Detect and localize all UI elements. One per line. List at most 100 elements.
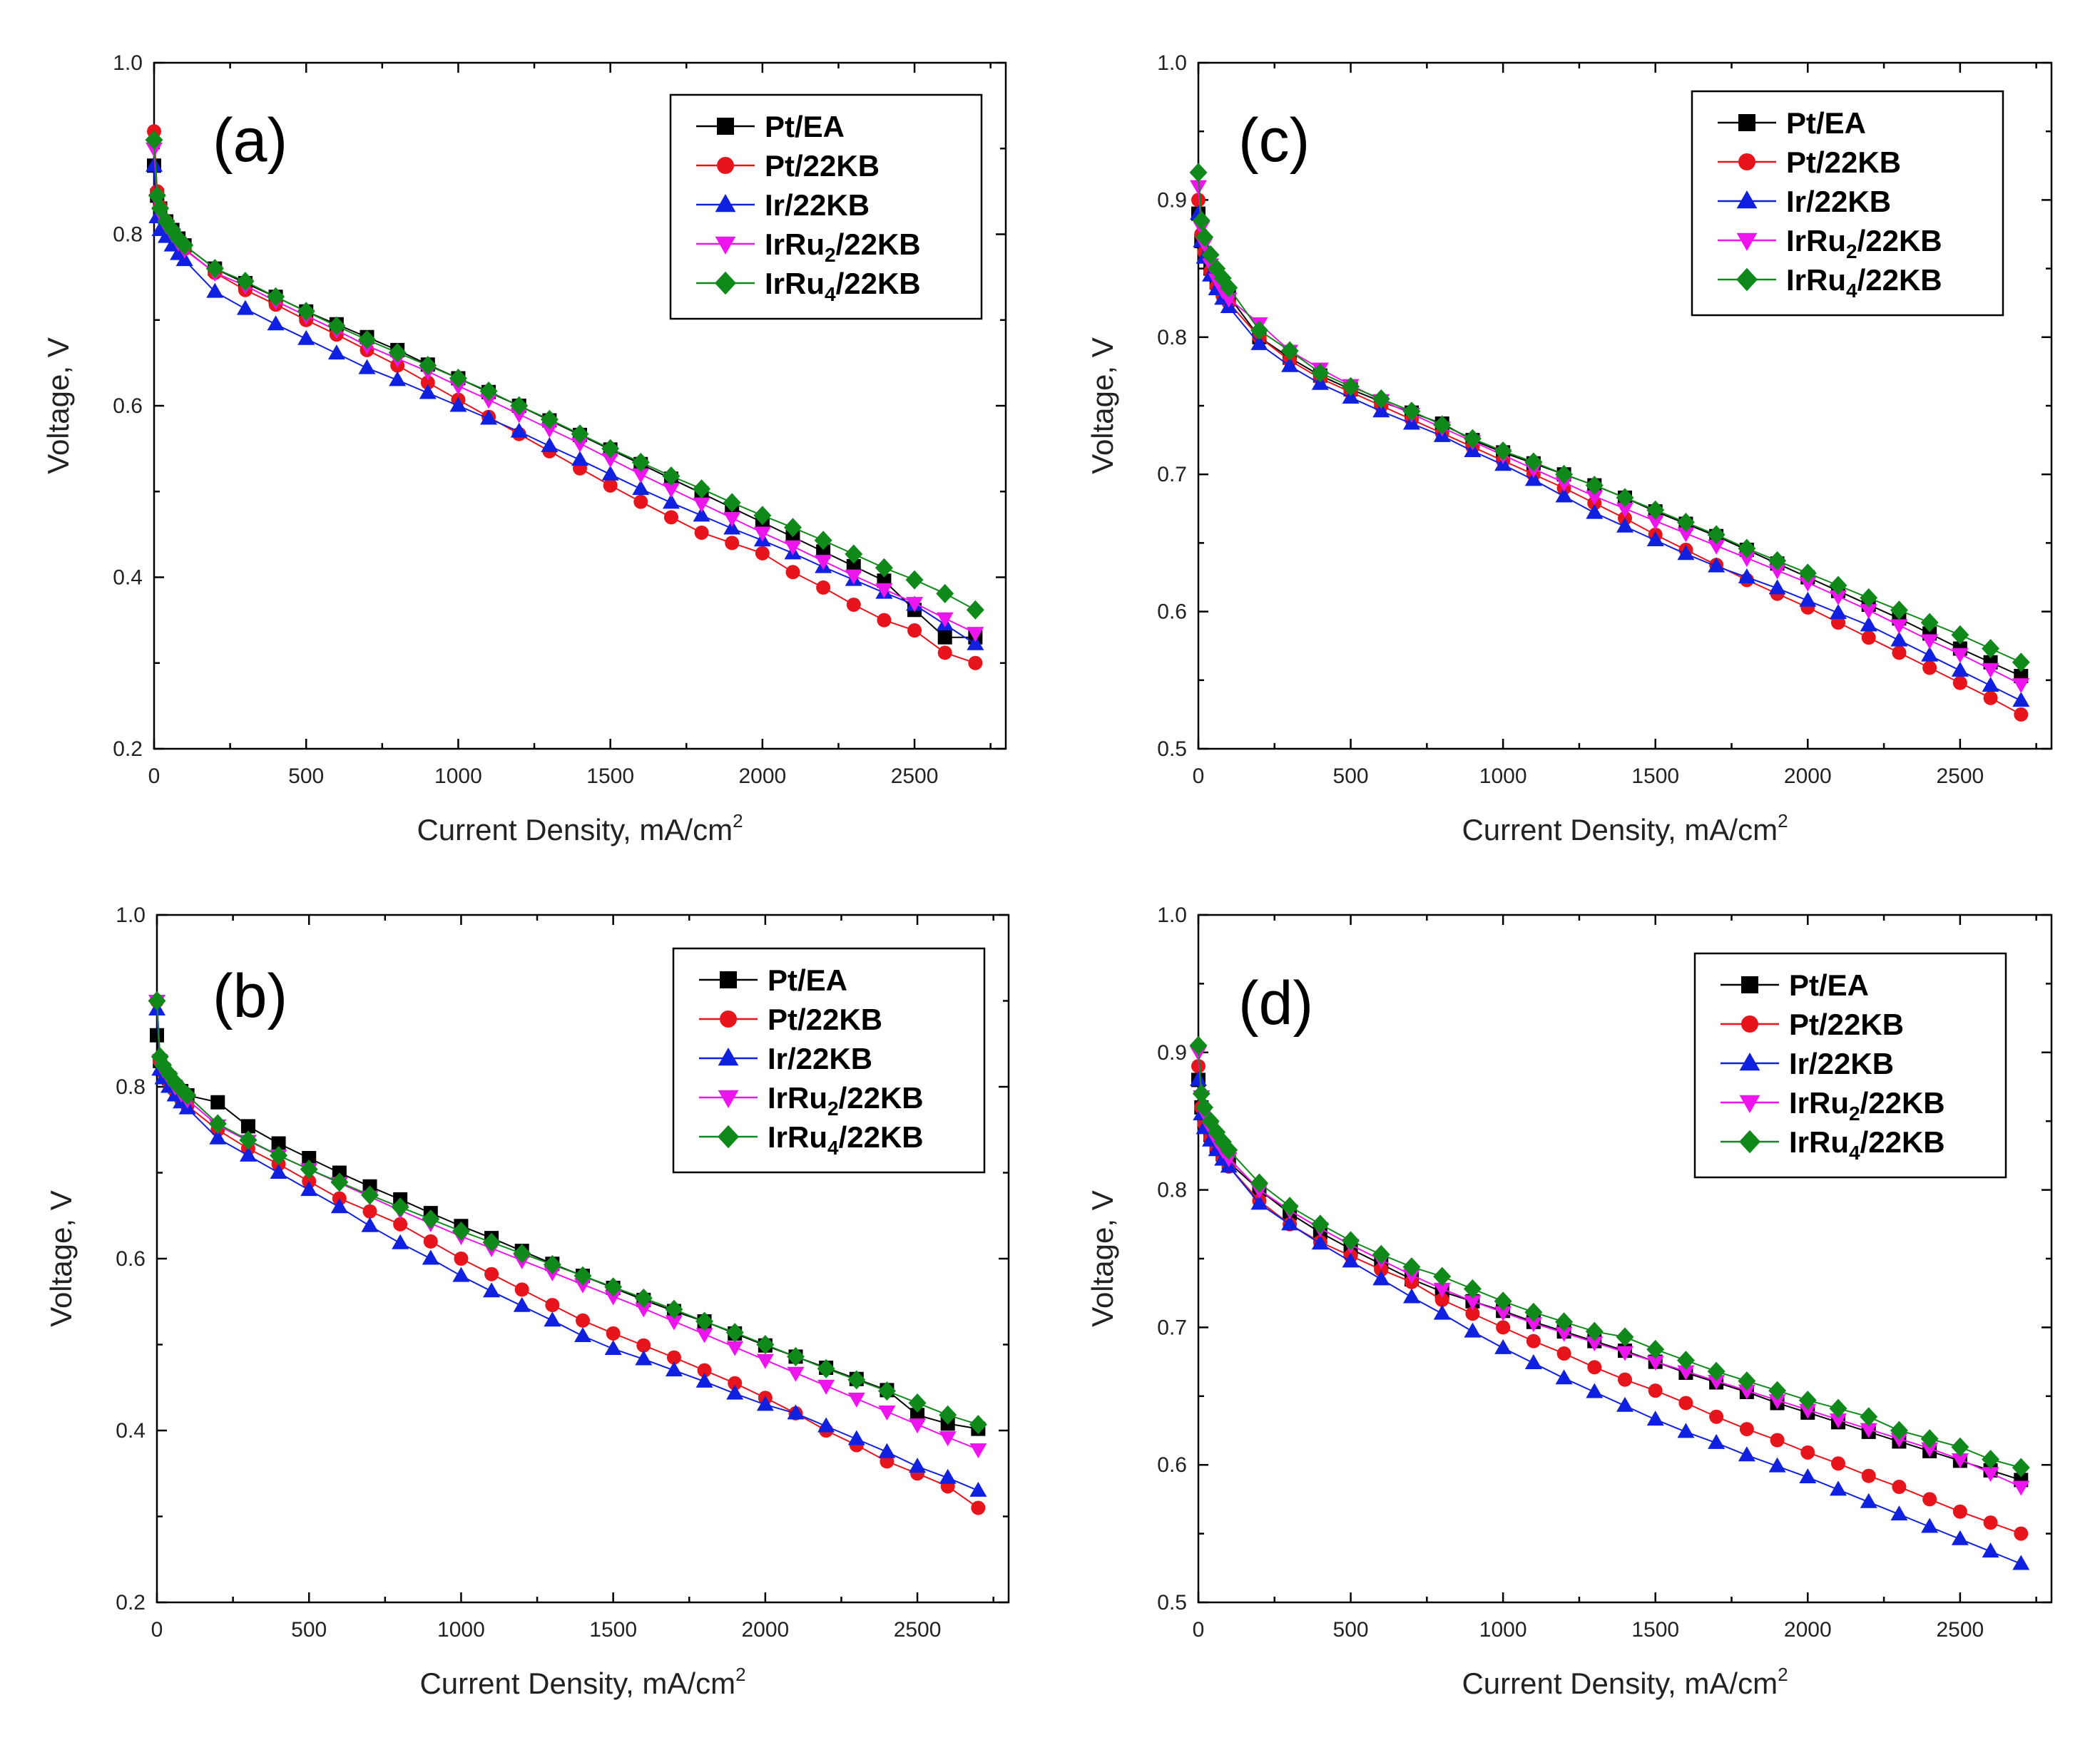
data-point <box>1250 320 1268 340</box>
data-point <box>1799 1468 1817 1484</box>
data-point <box>633 494 648 509</box>
data-point <box>148 991 166 1010</box>
legend-marker <box>1739 1095 1760 1113</box>
data-point <box>1921 1442 1939 1458</box>
legend-label: IrRu4/22KB <box>1789 1125 1945 1164</box>
data-point <box>723 493 741 513</box>
data-point <box>1738 552 1755 568</box>
y-axis-title: Voltage, V <box>1086 1190 1119 1326</box>
y-tick-label: 0.8 <box>113 223 143 247</box>
panel-label: (b) <box>213 962 287 1030</box>
legend-entry: Pt/22KB <box>1718 145 1901 179</box>
x-tick-label: 2000 <box>738 764 786 788</box>
legend-label-subscript: 4 <box>1846 280 1857 302</box>
data-point <box>571 437 588 453</box>
data-point <box>483 1282 501 1298</box>
data-point <box>1494 1306 1512 1321</box>
data-point <box>240 1119 255 1134</box>
data-point <box>1738 1371 1756 1391</box>
data-point <box>358 359 376 374</box>
data-point <box>1798 563 1817 583</box>
data-point <box>327 316 346 336</box>
series-irru4-22kb <box>145 130 984 620</box>
data-point <box>1372 402 1390 418</box>
data-point <box>178 1085 197 1105</box>
data-point <box>787 1404 805 1420</box>
data-point <box>845 569 862 585</box>
data-point <box>2012 1480 2030 1496</box>
legend-label: Pt/22KB <box>768 1003 882 1036</box>
data-point <box>1738 538 1756 558</box>
legend-entry: Pt/22KB <box>699 1003 882 1036</box>
x-tick-label: 0 <box>1193 764 1205 788</box>
data-point <box>236 300 254 315</box>
y-tick-label: 0.8 <box>1157 326 1187 349</box>
data-point <box>908 1393 927 1413</box>
data-point <box>145 130 163 150</box>
x-axis-title-text: Current Density, mA/cm <box>417 813 733 846</box>
data-point <box>1463 429 1482 449</box>
data-point <box>1982 639 2000 659</box>
data-point <box>1586 490 1604 506</box>
data-point <box>1311 363 1330 383</box>
data-point <box>845 544 863 564</box>
x-axis-title-text: Current Density, mA/cm <box>1462 813 1778 846</box>
legend-label-base: IrRu <box>768 1081 827 1115</box>
data-point <box>755 546 770 561</box>
data-point <box>1585 476 1604 496</box>
data-point <box>784 518 802 538</box>
data-point <box>1281 1215 1299 1231</box>
data-point <box>877 613 892 628</box>
data-point <box>1402 1257 1421 1277</box>
legend-marker <box>1739 1130 1760 1154</box>
data-point <box>603 478 618 493</box>
data-point <box>1616 1396 1633 1412</box>
data-point <box>1800 1445 1815 1460</box>
data-point <box>1829 575 1847 595</box>
data-point <box>146 156 163 172</box>
y-axis-title: Voltage, V <box>41 337 75 474</box>
data-point <box>391 1197 409 1217</box>
legend-label: Pt/EA <box>768 963 847 997</box>
legend-marker <box>715 271 736 295</box>
data-point <box>814 531 832 551</box>
data-point <box>1739 1422 1754 1437</box>
legend-marker <box>717 118 734 135</box>
data-point <box>1708 539 1726 555</box>
data-point <box>1890 619 1908 635</box>
legend-label-base: Ir/22KB <box>1789 1047 1894 1080</box>
legend-entry: IrRu2/22KB <box>699 1081 924 1120</box>
data-point <box>1433 1282 1451 1298</box>
data-point <box>362 1204 377 1219</box>
legend-marker <box>1736 232 1758 251</box>
data-point <box>1951 1530 1969 1545</box>
data-point <box>1920 613 1939 633</box>
data-point <box>1403 1288 1420 1304</box>
data-point <box>1494 1339 1512 1354</box>
y-tick-label: 0.9 <box>1157 188 1187 212</box>
data-point <box>939 1405 957 1425</box>
data-point <box>756 1335 775 1354</box>
x-axis-title-text: Current Density, mA/cm <box>419 1667 735 1700</box>
legend-label-base: Pt/22KB <box>768 1003 882 1036</box>
data-point <box>1586 1383 1604 1398</box>
data-point <box>1951 625 1969 645</box>
y-tick-label: 0.8 <box>1157 1179 1187 1202</box>
data-point <box>1616 1346 1633 1361</box>
data-point <box>1190 1070 1207 1086</box>
data-point <box>514 1282 529 1297</box>
legend-label-base: IrRu <box>765 227 825 261</box>
data-point <box>1770 1433 1785 1448</box>
data-point <box>1555 1312 1574 1332</box>
data-point <box>1556 1346 1571 1361</box>
data-point <box>1465 1306 1480 1321</box>
data-point <box>695 1372 713 1388</box>
y-tick-label: 0.8 <box>116 1075 146 1099</box>
data-point <box>725 536 740 551</box>
data-point <box>1646 1411 1664 1426</box>
x-tick-label: 1500 <box>1631 1618 1679 1642</box>
data-point <box>1433 415 1452 435</box>
x-tick-label: 500 <box>291 1618 327 1642</box>
